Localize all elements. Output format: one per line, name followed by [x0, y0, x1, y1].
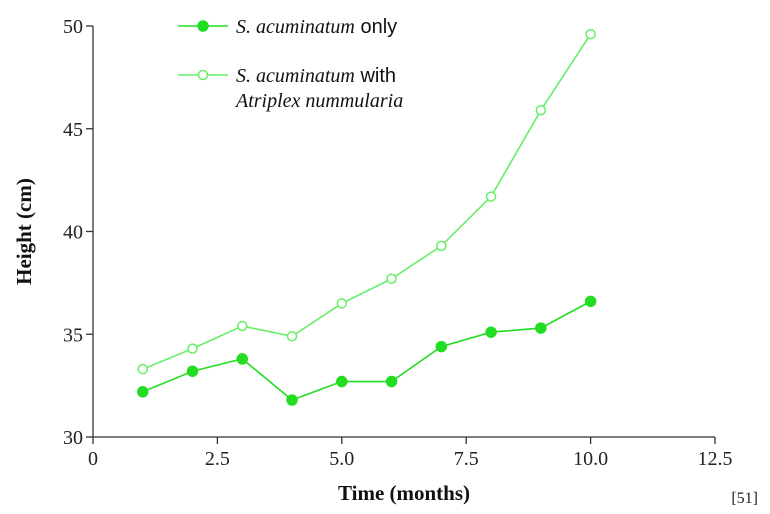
legend-marker-2 — [197, 69, 209, 81]
y-tick-label: 35 — [63, 324, 83, 346]
series-1-point — [584, 295, 597, 308]
series-2-point — [336, 298, 348, 309]
series-1-point — [286, 394, 298, 406]
x-tick-label: 10.0 — [573, 448, 608, 470]
series-1-point — [435, 340, 448, 353]
legend-label-2-line2: Atriplex nummularia — [234, 90, 403, 112]
y-tick-label: 30 — [63, 427, 83, 449]
axes: 30 35 40 45 50 0 2.5 5.0 7.5 10.0 12.5 Time (months… — [12, 16, 733, 505]
series-1-point — [336, 375, 348, 388]
y-tick-label: 45 — [63, 119, 83, 141]
series-2-point — [535, 105, 547, 116]
series-1-point — [236, 353, 249, 365]
legend-label-2: S. acuminatum with — [236, 65, 396, 87]
legend-marker-1 — [197, 20, 209, 32]
series-2-point — [137, 363, 149, 375]
series-1-point — [186, 365, 199, 377]
series-2-point — [187, 343, 198, 354]
citation: [51] — [731, 490, 758, 507]
y-axis-title: Height (cm) — [12, 178, 36, 285]
series-2-point — [237, 320, 248, 332]
series-1-line — [142, 300, 591, 401]
x-axis-title: Time (months) — [338, 481, 470, 505]
x-tick-label: 7.5 — [454, 448, 479, 470]
legend: S. acuminatum only S. acuminatum with Atri… — [178, 16, 403, 112]
x-tick-label: 0 — [88, 448, 98, 470]
legend-label-1: S. acuminatum only — [236, 16, 397, 38]
series-1-point — [485, 326, 497, 338]
series-2-point — [436, 240, 447, 252]
x-tick-label: 5.0 — [329, 448, 354, 470]
series-2-point — [286, 331, 298, 342]
series-1-point — [385, 375, 398, 388]
series-group — [137, 28, 597, 406]
series-1-point — [137, 386, 149, 398]
series-2-point — [386, 273, 397, 285]
y-tick-label: 40 — [63, 222, 83, 244]
y-tick-label: 50 — [63, 16, 83, 38]
series-2-point — [585, 28, 596, 40]
x-tick-label: 2.5 — [205, 448, 230, 470]
series-1-point — [535, 322, 547, 334]
series-2-point — [485, 191, 497, 202]
x-tick-label: 12.5 — [698, 448, 733, 470]
series-2-line — [142, 33, 592, 370]
